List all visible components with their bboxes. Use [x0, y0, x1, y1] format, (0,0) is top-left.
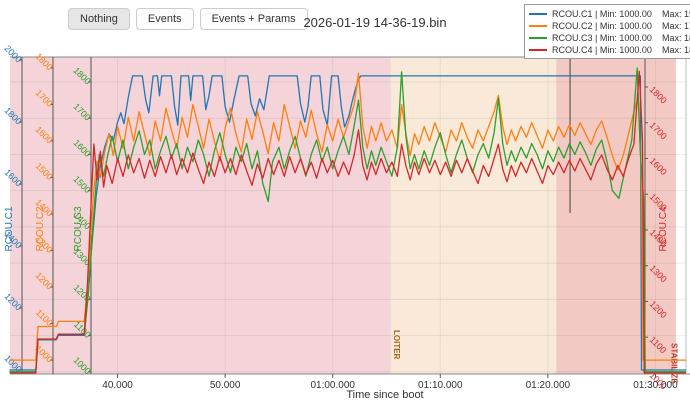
series-line-RCOU.C3: [9, 67, 687, 373]
legend-item-rcou-c2[interactable]: RCOU.C2 | Min: 1000.00 Max: 1785.00 Mean…: [529, 20, 690, 32]
y-axis-title-RCOU.C2: RCOU.C2: [35, 206, 46, 251]
x-tick-label: 40.000: [102, 380, 133, 391]
x-tick-label: 50.000: [210, 380, 241, 391]
legend-label: RCOU.C4 | Min: 1000.00: [552, 45, 652, 55]
mode-label-loiter: LOITER: [392, 330, 401, 360]
legend-line-swatch: [529, 13, 547, 15]
mode-label-stabilize: STABILIZE: [669, 343, 678, 384]
legend-max: Max: 1844.00: [662, 45, 690, 55]
legend-label: RCOU.C1 | Min: 1000.00: [552, 9, 652, 19]
legend-label: RCOU.C2 | Min: 1000.00: [552, 21, 652, 31]
y-axis-title-RCOU.C1: RCOU.C1: [4, 206, 15, 251]
page-title: 2026-01-19 14-36-19.bin: [303, 15, 447, 30]
y-axis-title-RCOU.C4: RCOU.C4: [658, 206, 669, 251]
legend-max: Max: 1785.00: [662, 21, 690, 31]
legend-max: Max: 1949.00: [662, 9, 690, 19]
x-tick-label: 01:10.000: [418, 380, 463, 391]
x-tick-label: 01:00.000: [310, 380, 355, 391]
legend-item-rcou-c4[interactable]: RCOU.C4 | Min: 1000.00 Max: 1844.00 Mean…: [529, 44, 690, 56]
event-display-toggle-group: Nothing Events Events + Params: [68, 8, 308, 30]
mode-region-LOITER: [390, 57, 557, 374]
y-axis-title-RCOU.C3: RCOU.C3: [73, 206, 84, 251]
events-button[interactable]: Events: [135, 8, 194, 30]
legend-line-swatch: [529, 37, 547, 39]
mode-region-STABILIZE: [556, 57, 676, 374]
legend-label: RCOU.C3 | Min: 1000.00: [552, 33, 652, 43]
events-params-button[interactable]: Events + Params: [199, 8, 308, 30]
legend-line-swatch: [529, 25, 547, 27]
x-axis-title: Time since boot: [346, 389, 423, 401]
nothing-button[interactable]: Nothing: [68, 8, 130, 30]
series-line-RCOU.C2: [9, 72, 687, 361]
legend-item-rcou-c1[interactable]: RCOU.C1 | Min: 1000.00 Max: 1949.00 Mean…: [529, 8, 690, 20]
mode-region-unlabeled-0: [10, 57, 391, 374]
legend-item-rcou-c3[interactable]: RCOU.C3 | Min: 1000.00 Max: 1839.00 Mean…: [529, 32, 690, 44]
x-tick-label: 01:20.000: [526, 380, 571, 391]
legend-max: Max: 1839.00: [662, 33, 690, 43]
legend-line-swatch: [529, 49, 547, 51]
x-tick-label: 01:30.000: [633, 380, 678, 391]
series-line-RCOU.C4: [9, 70, 687, 374]
legend: RCOU.C1 | Min: 1000.00 Max: 1949.00 Mean…: [524, 4, 690, 59]
